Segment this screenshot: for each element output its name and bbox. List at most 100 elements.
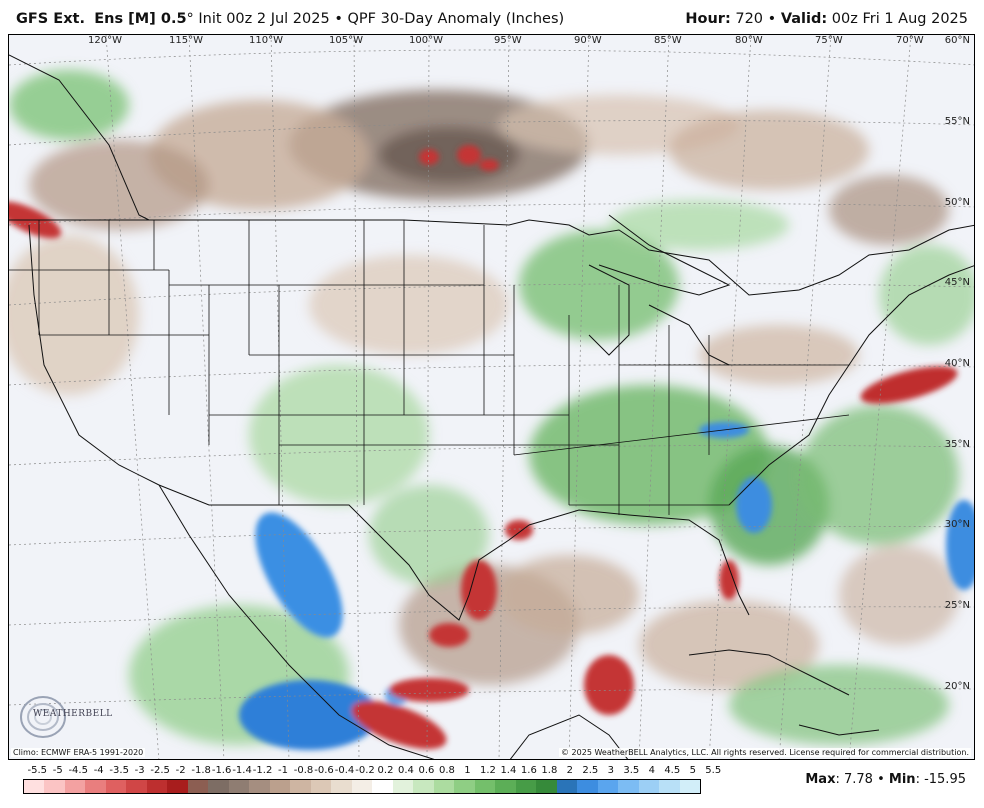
scale-label: 5 <box>689 765 696 776</box>
lat-label: 40°N <box>944 358 970 369</box>
scale-label: -5 <box>52 765 63 776</box>
scale-swatch <box>495 780 516 793</box>
scale-swatch <box>85 780 106 793</box>
scale-swatch <box>269 780 291 793</box>
lat-label: 20°N <box>944 681 970 692</box>
lon-label: 115°W <box>169 35 203 46</box>
scale-swatch <box>310 780 332 793</box>
scale-swatch <box>208 780 229 793</box>
ensemble-name: Ens [M] 0.5 <box>94 11 187 27</box>
scale-label: 1.2 <box>479 765 496 776</box>
scale-label: 0.8 <box>438 765 455 776</box>
scale-swatch <box>126 780 147 793</box>
scale-label: -2.5 <box>150 765 170 776</box>
lat-label: 45°N <box>944 277 970 288</box>
scale-bar <box>23 779 701 794</box>
scale-label: -0.8 <box>293 765 314 776</box>
lat-label: 50°N <box>944 197 970 208</box>
scale-label: 1.4 <box>500 765 517 776</box>
scale-labels: -5.5 -5 -4.5 -4 -3.5 -3 -2.5 -2 -1.8 -1.6 -1.4 -1.2… <box>23 765 721 778</box>
lat-label: 60°N <box>944 35 970 46</box>
degree-symbol: ° <box>186 11 194 27</box>
scale-swatch <box>597 780 619 793</box>
scale-label: 0.2 <box>377 765 394 776</box>
scale-swatch <box>331 780 352 793</box>
scale-label: 5.5 <box>705 765 722 776</box>
scale-label: -0.2 <box>355 765 375 776</box>
coastlines <box>28 214 974 759</box>
lon-label: 105°W <box>329 35 363 46</box>
lon-label: 85°W <box>654 35 682 46</box>
scale-label: 2 <box>566 765 574 776</box>
lat-label: 30°N <box>944 519 970 530</box>
scale-swatch <box>679 780 700 793</box>
scale-swatch <box>618 780 639 793</box>
valid-time-header: Hour: 720 • Valid: 00z Fri 1 Aug 2025 <box>685 11 968 27</box>
model-name: GFS Ext. <box>16 11 85 27</box>
scale-swatch <box>577 780 598 793</box>
scale-label: -2 <box>175 765 186 776</box>
scale-label: 0.6 <box>418 765 435 776</box>
scale-swatch <box>228 780 250 793</box>
max-label: Max <box>805 772 836 787</box>
lon-label: 95°W <box>494 35 522 46</box>
lon-label: 75°W <box>815 35 843 46</box>
init-time: Init 00z 2 Jul 2025 <box>198 11 330 27</box>
max-value: 7.78 <box>844 772 873 787</box>
lat-label: 25°N <box>944 600 970 611</box>
scale-label: -1.2 <box>252 765 273 776</box>
scale-label: -1.8 <box>191 765 211 776</box>
scale-swatch <box>454 780 475 793</box>
lon-label: 80°W <box>735 35 763 46</box>
hour-label: Hour: <box>685 11 731 27</box>
weatherbell-logo: WEATHERBELL <box>13 693 112 741</box>
state-lines <box>9 220 850 515</box>
scale-swatch <box>64 780 86 793</box>
lon-label: 100°W <box>409 35 443 46</box>
min-label: Min <box>888 772 916 787</box>
scale-label: 0.4 <box>398 765 414 776</box>
anomaly-map <box>9 35 974 759</box>
scale-swatch <box>474 780 496 793</box>
scale-label: -1.4 <box>232 765 252 776</box>
map-panel[interactable]: 120°W 115°W 110°W 105°W 100°W 95°W 90°W … <box>8 34 975 760</box>
scale-label: -0.6 <box>314 765 334 776</box>
lon-label: 90°W <box>574 35 602 46</box>
lat-label: 35°N <box>944 439 970 450</box>
scale-label: -4 <box>93 765 104 776</box>
scale-label: 2.5 <box>582 765 599 776</box>
scale-label: -4.5 <box>68 765 88 776</box>
lon-label: 120°W <box>88 35 122 46</box>
scale-swatch <box>515 780 537 793</box>
separator: • <box>767 11 777 27</box>
graticule <box>9 35 974 759</box>
scale-swatch <box>167 780 188 793</box>
lon-label: 70°W <box>896 35 924 46</box>
scale-swatch <box>351 780 373 793</box>
scale-swatch <box>24 780 45 793</box>
scale-label: 4 <box>648 765 655 776</box>
scale-swatch <box>372 780 393 793</box>
separator: • <box>877 772 885 787</box>
scale-label: 1.6 <box>520 765 537 776</box>
scale-label: 3.5 <box>623 765 640 776</box>
borders <box>9 54 974 621</box>
climo-note: Climo: ECMWF ERA-5 1991-2020 <box>11 748 146 757</box>
scale-swatch <box>413 780 434 793</box>
logo-swirl-icon <box>20 696 66 738</box>
scale-label: -1.6 <box>211 765 232 776</box>
scale-label: 1 <box>464 765 471 776</box>
scale-label: -1 <box>278 765 289 776</box>
scale-swatch <box>536 780 557 793</box>
separator: • <box>334 11 343 27</box>
intense-anomaly-shading <box>9 145 974 750</box>
scale-swatch <box>392 780 414 793</box>
scale-label: -5.5 <box>27 765 47 776</box>
product-name: QPF 30-Day Anomaly (Inches) <box>347 11 565 27</box>
max-min-readout: Max: 7.78 • Min: -15.95 <box>805 772 966 787</box>
hour-value: 720 <box>735 11 764 27</box>
lon-label: 110°W <box>249 35 283 46</box>
scale-swatch <box>433 780 455 793</box>
scale-swatch <box>249 780 270 793</box>
scale-label: -0.4 <box>334 765 355 776</box>
